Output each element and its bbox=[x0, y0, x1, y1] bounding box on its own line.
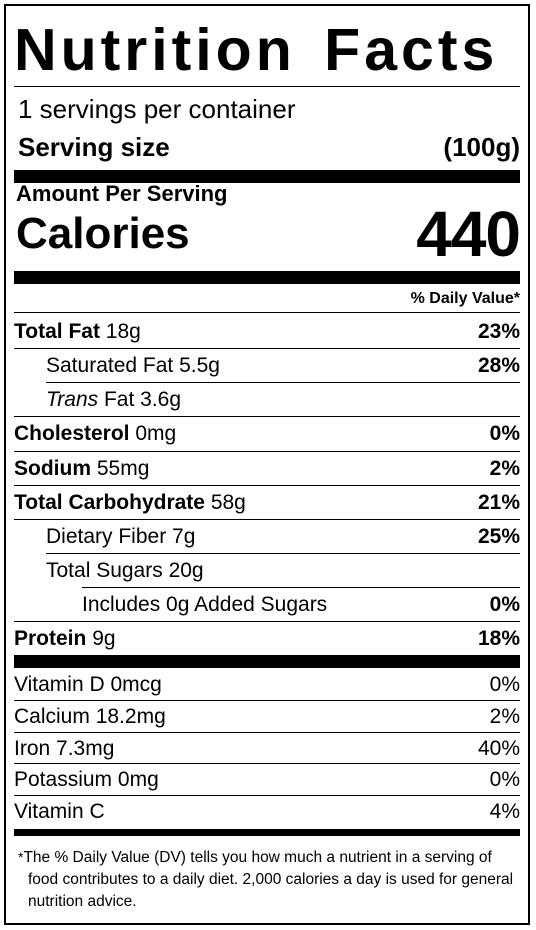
divider bbox=[14, 451, 520, 452]
divider bbox=[14, 763, 520, 764]
servings-text: 1 servings per container bbox=[18, 93, 296, 124]
nutrient-name: Total Fat bbox=[14, 319, 100, 343]
nutrient-amount: 55mg bbox=[96, 456, 150, 480]
divider bbox=[14, 700, 520, 701]
serving-size-label: Serving size bbox=[18, 131, 170, 162]
nutrient-row-total-sugars: Total Sugars 20g bbox=[14, 554, 520, 587]
nutrient-name: Cholesterol bbox=[14, 421, 130, 445]
nutrition-facts-label: Nutrition Facts 1 servings per container… bbox=[4, 4, 530, 925]
vitamin-row-calcium: Calcium 18.2mg 2% bbox=[14, 701, 520, 732]
nutrient-dv: 28% bbox=[477, 353, 520, 377]
vitamin-amount: 0mcg bbox=[110, 672, 162, 696]
calories-label: Calories bbox=[16, 209, 190, 258]
divider bbox=[46, 553, 520, 554]
nutrient-row-added-sugars: Includes 0g Added Sugars 0% bbox=[14, 588, 520, 621]
nutrient-dv: 2% bbox=[489, 456, 520, 480]
vitamin-row-vitamin-c: Vitamin C 4% bbox=[14, 796, 520, 827]
label-inner: Nutrition Facts 1 servings per container… bbox=[14, 6, 521, 923]
daily-value-footnote: *The % Daily Value (DV) tells you how mu… bbox=[14, 846, 514, 913]
nutrient-dv: 0% bbox=[489, 421, 520, 445]
nutrient-amount: 20g bbox=[168, 558, 204, 582]
nutrient-amount: 58g bbox=[210, 490, 246, 514]
vitamin-row-iron: Iron 7.3mg 40% bbox=[14, 733, 520, 764]
divider bbox=[14, 312, 520, 313]
nutrient-row-saturated-fat: Saturated Fat 5.5g 28% bbox=[14, 349, 520, 382]
nutrient-name: Sodium bbox=[14, 456, 91, 480]
calories-row: Calories 440 bbox=[14, 198, 521, 270]
vitamin-dv: 2% bbox=[489, 704, 520, 728]
thick-divider bbox=[14, 271, 520, 284]
vitamin-dv: 4% bbox=[489, 799, 520, 823]
daily-value-header: % Daily Value* bbox=[410, 290, 520, 307]
calories-value: 440 bbox=[416, 198, 521, 270]
nutrient-row-dietary-fiber: Dietary Fiber 7g 25% bbox=[14, 520, 520, 553]
vitamin-dv: 0% bbox=[489, 672, 520, 696]
nutrient-dv: 0% bbox=[489, 592, 520, 616]
nutrient-amount: 0mg bbox=[135, 421, 177, 445]
thick-divider bbox=[14, 655, 520, 668]
amount-per-serving: Amount Per Serving bbox=[16, 181, 228, 206]
nutrient-amount: 18g bbox=[105, 319, 141, 343]
divider bbox=[82, 587, 520, 588]
nutrient-name-suffix: Fat bbox=[103, 387, 135, 411]
nutrient-row-protein: Protein 9g 18% bbox=[14, 622, 520, 655]
nutrient-dv: 23% bbox=[477, 319, 520, 343]
vitamin-amount: 0mg bbox=[117, 767, 159, 791]
divider bbox=[46, 382, 520, 383]
divider bbox=[14, 519, 520, 520]
vitamin-name: Vitamin C bbox=[14, 799, 105, 823]
servings-per-container: 1 servings per container bbox=[14, 90, 520, 128]
nutrient-row-cholesterol: Cholesterol 0mg 0% bbox=[14, 417, 520, 450]
nutrient-name: Total Sugars bbox=[46, 558, 163, 582]
label-title: Nutrition Facts bbox=[14, 17, 499, 83]
vitamin-name: Potassium bbox=[14, 767, 113, 791]
nutrient-name: Trans bbox=[46, 387, 99, 411]
nutrient-row-trans-fat: Trans Fat 3.6g bbox=[14, 383, 520, 416]
divider bbox=[14, 621, 520, 622]
nutrient-amount: 3.6g bbox=[140, 387, 182, 411]
nutrient-name: Saturated Fat bbox=[46, 353, 174, 377]
nutrient-name: Dietary Fiber bbox=[46, 524, 167, 548]
vitamin-amount: 7.3mg bbox=[56, 736, 115, 760]
nutrient-amount: 7g bbox=[172, 524, 196, 548]
footnote-star: * bbox=[18, 849, 24, 865]
vitamin-dv: 40% bbox=[477, 736, 520, 760]
nutrient-amount: 5.5g bbox=[179, 353, 220, 377]
vitamin-name: Vitamin D bbox=[14, 672, 105, 696]
divider bbox=[14, 86, 520, 87]
vitamin-row-vitamin-d: Vitamin D 0mcg 0% bbox=[14, 669, 520, 700]
nutrient-name: Protein bbox=[14, 626, 87, 650]
thick-divider bbox=[14, 170, 520, 183]
nutrient-amount: 9g bbox=[92, 626, 116, 650]
nutrient-dv: 21% bbox=[477, 490, 520, 514]
vitamin-name: Iron bbox=[14, 736, 51, 760]
divider bbox=[14, 348, 520, 349]
nutrient-name: Includes 0g Added Sugars bbox=[82, 592, 328, 616]
divider bbox=[14, 732, 520, 733]
nutrient-row-total-fat: Total Fat 18g 23% bbox=[14, 315, 520, 348]
nutrient-dv: 18% bbox=[477, 626, 520, 650]
nutrient-name: Total Carbohydrate bbox=[14, 490, 205, 514]
vitamin-amount: 18.2mg bbox=[95, 704, 166, 728]
vitamin-row-potassium: Potassium 0mg 0% bbox=[14, 764, 520, 795]
serving-size-value: (100g) bbox=[443, 131, 520, 162]
vitamin-dv: 0% bbox=[489, 767, 520, 791]
divider bbox=[14, 485, 520, 486]
nutrient-row-sodium: Sodium 55mg 2% bbox=[14, 452, 520, 485]
medium-divider bbox=[14, 829, 520, 836]
nutrient-dv: 25% bbox=[477, 524, 520, 548]
footnote-text: The % Daily Value (DV) tells you how muc… bbox=[23, 849, 514, 910]
divider bbox=[14, 416, 520, 417]
divider bbox=[14, 795, 520, 796]
nutrient-row-total-carbohydrate: Total Carbohydrate 58g 21% bbox=[14, 486, 520, 519]
vitamin-name: Calcium bbox=[14, 704, 90, 728]
serving-size-row: Serving size (100g) bbox=[14, 128, 520, 166]
